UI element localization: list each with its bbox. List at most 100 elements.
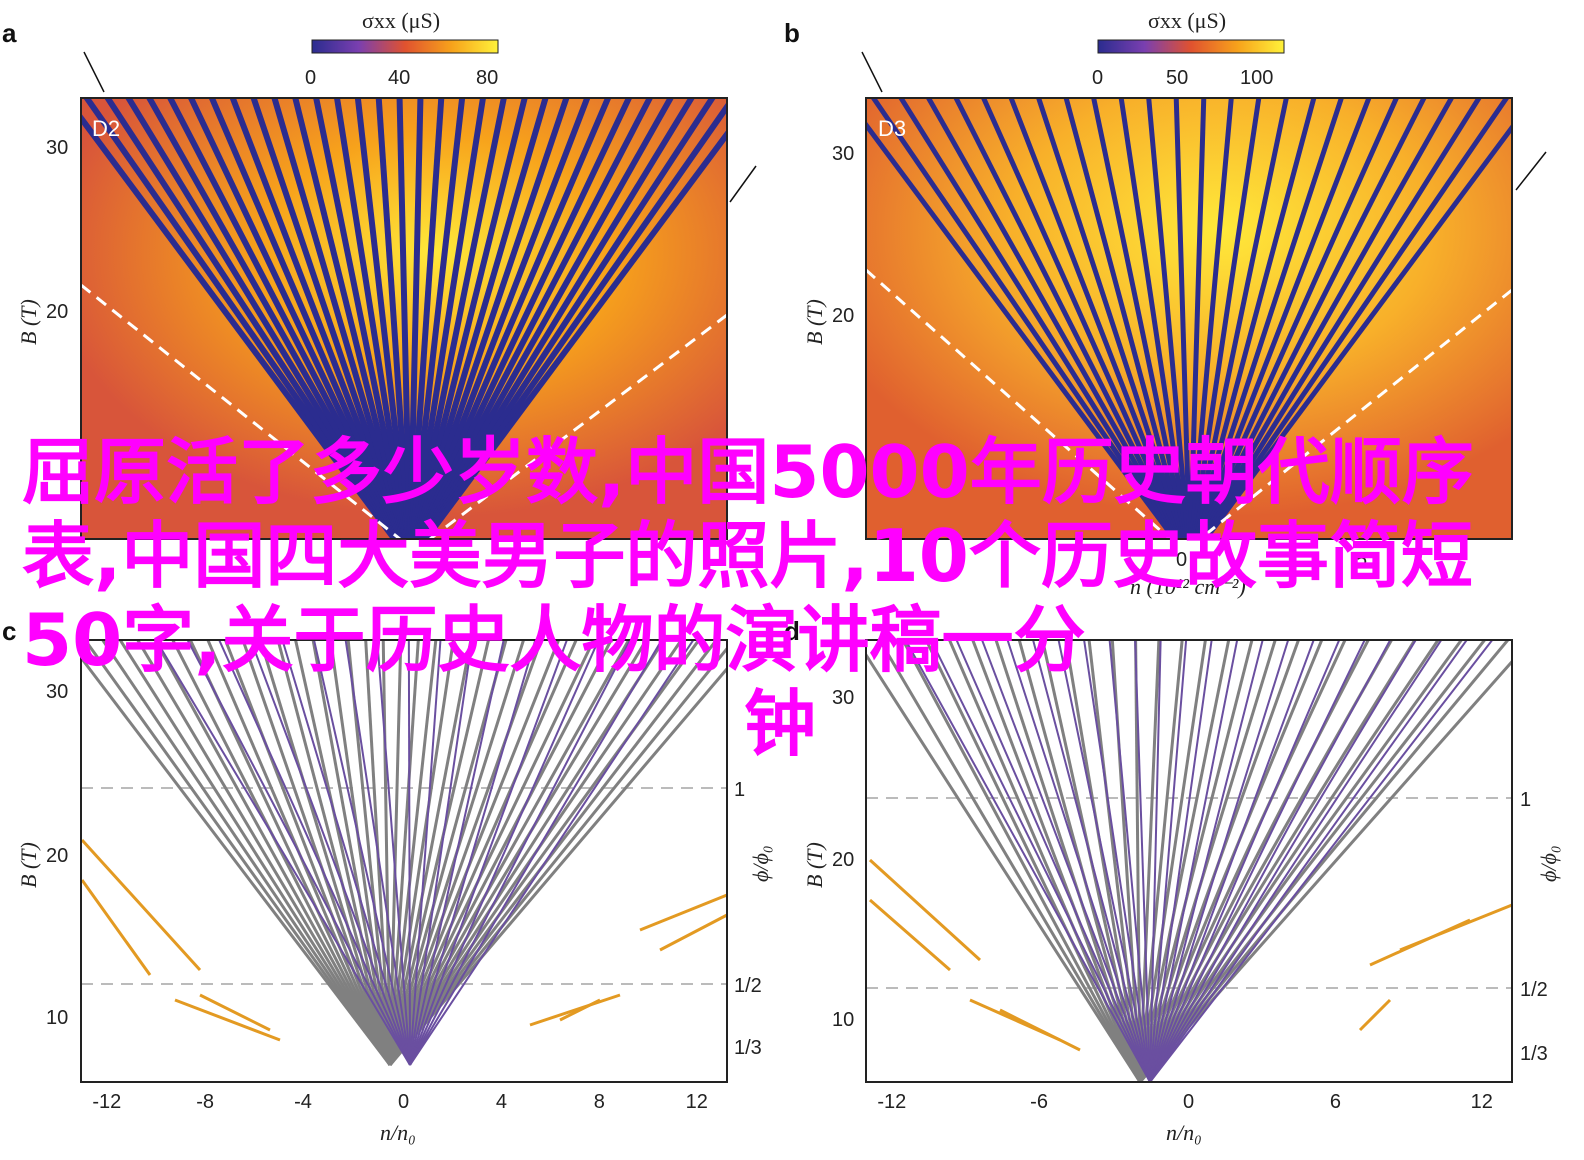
xtick-label: -12 — [877, 1091, 906, 1113]
fan-line — [100, 640, 392, 1066]
xtick-b-5: 5 — [1356, 549, 1367, 571]
fan-line — [1197, 98, 1427, 539]
fan-line-orange — [81, 879, 152, 976]
fan-line — [313, 98, 409, 539]
fan-line — [409, 640, 568, 1066]
fan-line — [411, 98, 507, 539]
fan-line — [281, 640, 411, 1066]
fan-line — [1200, 98, 1482, 539]
fan-line — [413, 98, 549, 539]
fan-line — [1057, 640, 1151, 1082]
fan-line — [877, 640, 1142, 1082]
fan-line — [1189, 98, 1234, 539]
fan-line — [1118, 98, 1190, 539]
xtick-label: -6 — [1030, 1091, 1048, 1113]
inset-label-d3: D3 — [878, 116, 906, 141]
fan-line-orange — [81, 838, 202, 972]
fan-line — [1199, 98, 1455, 539]
fan-line — [898, 98, 1180, 539]
fan-line — [388, 640, 649, 1066]
fan-line — [901, 640, 1142, 1082]
fan-line — [1149, 640, 1468, 1082]
right-label-c: ϕ/ϕ₀ — [748, 845, 773, 882]
fan-line — [396, 98, 413, 539]
wannier-plot-d — [866, 640, 1512, 1082]
rtick-d-half: 1/2 — [1520, 979, 1548, 1001]
fan-line — [409, 640, 537, 1066]
fan-line — [870, 98, 1179, 539]
colorbar-b — [1097, 39, 1285, 54]
inset-label-d2: D2 — [92, 116, 120, 141]
xtick-label: -8 — [196, 1091, 214, 1113]
arrow-b-left — [861, 51, 883, 93]
xlabel-d: n/n₀ — [1166, 1120, 1202, 1145]
fan-line — [218, 640, 411, 1066]
fan-line — [994, 640, 1142, 1082]
fan-line — [388, 640, 561, 1066]
xtick-label: 6 — [1330, 1091, 1341, 1113]
fan-line — [1008, 98, 1185, 539]
fan-line — [1149, 640, 1443, 1082]
fan-line — [1083, 640, 1151, 1082]
fan-line — [1035, 98, 1186, 539]
xtick-label: 8 — [594, 1091, 605, 1113]
fan-line-orange — [999, 1008, 1081, 1052]
fan-line — [421, 129, 727, 539]
fan-lines-c — [81, 640, 727, 1066]
fan-line — [388, 666, 727, 1066]
fan-line — [344, 640, 411, 1066]
fan-line — [1138, 640, 1347, 1082]
fan-line — [388, 640, 719, 1066]
ylabel-a: B (T) — [16, 299, 41, 345]
ylabel-d: B (T) — [802, 842, 827, 888]
fan-line — [1149, 640, 1213, 1082]
fan-line-orange — [199, 993, 271, 1032]
fan-line — [980, 640, 1151, 1082]
ytick-d-30: 30 — [832, 687, 854, 709]
ytick-c-20: 20 — [46, 845, 68, 867]
fan-line — [1149, 640, 1341, 1082]
colorbar-a — [311, 39, 499, 54]
fan-line — [1149, 640, 1290, 1082]
fan-line — [971, 640, 1142, 1082]
fan-line — [407, 98, 424, 539]
fan-line — [924, 640, 1142, 1082]
colorbar-tick-a-1: 40 — [388, 67, 410, 89]
colorbar-title-a: σxx (μS) — [362, 8, 440, 33]
fan-lines-d — [866, 640, 1512, 1082]
xtick-label: -4 — [294, 1091, 312, 1113]
fan-line — [1134, 640, 1151, 1082]
xticks-d: -12 -6 0 6 12 — [877, 1091, 1493, 1113]
fan-line — [1191, 98, 1289, 539]
fan-line — [925, 98, 1181, 539]
xlabel-c: n/n₀ — [380, 1120, 416, 1145]
arrow-a-left — [83, 51, 105, 93]
right-label-d: ϕ/ϕ₀ — [1536, 845, 1561, 882]
ylabel-b: B (T) — [802, 299, 827, 345]
fan-line — [329, 640, 392, 1066]
heatmap-b — [866, 98, 1512, 539]
fan-line — [1149, 640, 1392, 1082]
colorbar-title-b: σxx (μS) — [1148, 8, 1226, 33]
fan-line — [388, 646, 727, 1066]
wannier-plot-c — [81, 640, 727, 1082]
fan-line — [412, 98, 528, 539]
ytick-a-20: 20 — [46, 301, 68, 323]
ylabel-c: B (T) — [16, 842, 41, 888]
xlabel-b: n (10¹² cm⁻²) — [1130, 574, 1246, 599]
xtick-label: -12 — [92, 1091, 121, 1113]
fan-line — [388, 640, 420, 1066]
fan-line — [187, 98, 404, 539]
fan-line — [241, 640, 392, 1066]
fan-line — [1138, 640, 1254, 1082]
fan-line — [276, 640, 392, 1066]
fan-line — [1149, 640, 1264, 1082]
xtick-b-0: 0 — [1176, 549, 1187, 571]
fan-line — [388, 640, 455, 1066]
fan-line — [354, 98, 411, 539]
fan-line — [408, 98, 445, 539]
fan-line-orange — [659, 913, 727, 952]
fan-line — [955, 640, 1151, 1082]
fan-line — [1149, 640, 1239, 1082]
fan-line — [1032, 640, 1151, 1082]
